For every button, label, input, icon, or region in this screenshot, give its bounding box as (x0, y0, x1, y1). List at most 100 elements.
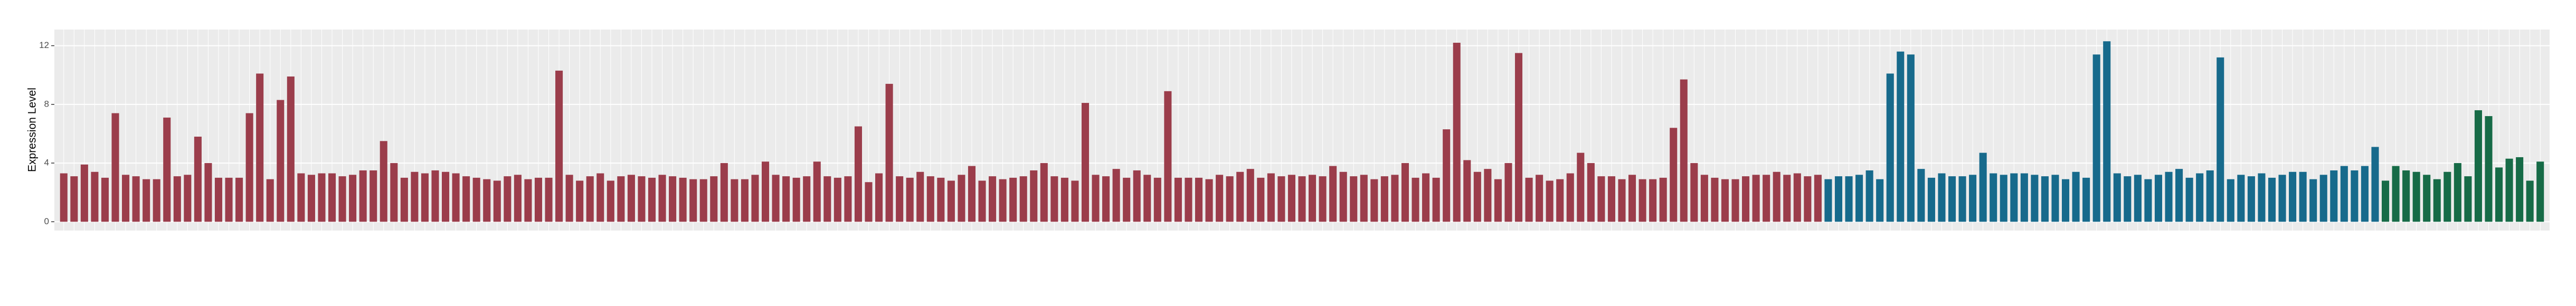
bar (2227, 179, 2234, 222)
bar (370, 170, 377, 222)
bar (1071, 180, 1079, 222)
bar (1958, 176, 1966, 222)
bar (1380, 176, 1388, 222)
bar (555, 70, 563, 222)
bar (1969, 175, 1977, 222)
bar (1897, 51, 1905, 222)
bar (287, 76, 295, 222)
bar (1865, 170, 1873, 222)
bar (442, 171, 450, 222)
bar (80, 164, 88, 222)
bar (153, 179, 160, 222)
bar (947, 180, 955, 222)
bar (1639, 179, 1646, 222)
bar (2444, 171, 2451, 222)
bar (1845, 176, 1853, 222)
bar (1277, 176, 1285, 222)
bar (999, 179, 1007, 222)
bar (586, 176, 594, 222)
bar (1670, 128, 1678, 222)
bar (978, 180, 986, 222)
bar (1752, 175, 1760, 222)
bar (1298, 176, 1306, 222)
bar (1391, 175, 1399, 222)
bar (1525, 177, 1533, 222)
bar (493, 180, 501, 222)
bar (307, 175, 315, 222)
y-tick-label: 8 (44, 99, 49, 109)
bar (761, 161, 770, 222)
bar (2536, 161, 2544, 222)
bar (2010, 173, 2018, 222)
bar (2031, 175, 2039, 222)
bar (1742, 176, 1750, 222)
bar (2000, 175, 2007, 222)
bar (916, 171, 924, 222)
bar (1123, 177, 1131, 222)
bar (854, 126, 862, 222)
bar (1504, 163, 1512, 222)
bars (60, 41, 2544, 222)
bar (989, 176, 997, 222)
bar (1824, 179, 1832, 222)
bar (865, 182, 873, 222)
bar (70, 176, 78, 222)
bar (400, 177, 408, 222)
bar (906, 177, 914, 222)
bar (896, 176, 904, 222)
bar (617, 176, 625, 222)
bar (235, 177, 243, 222)
bar (2371, 147, 2379, 222)
bar (2402, 170, 2410, 222)
bar (1246, 169, 1254, 222)
bar (2505, 158, 2513, 222)
bar (926, 176, 934, 222)
bar (1690, 163, 1698, 222)
bar (2278, 175, 2286, 222)
bar (2258, 173, 2266, 222)
bar (968, 166, 976, 222)
bar (1607, 176, 1615, 222)
bar (1731, 179, 1739, 222)
bar (1566, 173, 1574, 222)
bar (60, 173, 68, 222)
bar (1185, 177, 1192, 222)
bar (648, 177, 656, 222)
bar (2423, 175, 2431, 222)
y-tick-label: 12 (39, 40, 49, 50)
bar (2082, 177, 2090, 222)
bar (359, 170, 367, 222)
bar (1649, 179, 1657, 222)
bar (1453, 43, 1461, 222)
bar (411, 171, 419, 222)
bar (823, 176, 831, 222)
bar (1370, 179, 1378, 222)
bar (751, 175, 759, 222)
bar (1659, 177, 1667, 222)
bar (1484, 169, 1492, 222)
bar (380, 141, 387, 222)
bar (720, 163, 728, 222)
y-tick-label: 0 (44, 216, 49, 226)
bar (256, 73, 264, 222)
bar (627, 175, 635, 222)
bar (2020, 173, 2028, 222)
bar (1040, 163, 1048, 222)
bar (2185, 177, 2193, 222)
bar (2165, 171, 2173, 222)
bar (937, 177, 945, 222)
bar (318, 173, 326, 222)
bar (514, 175, 522, 222)
bar (1793, 173, 1801, 222)
bar (1339, 171, 1347, 222)
bar (813, 161, 821, 222)
bar (834, 177, 841, 222)
bar (545, 177, 553, 222)
bar (111, 113, 119, 222)
bar (2319, 175, 2327, 222)
bar (2144, 179, 2152, 222)
bar (2485, 116, 2493, 222)
bar (2103, 41, 2111, 222)
bar (2268, 177, 2276, 222)
bar (2217, 57, 2224, 222)
